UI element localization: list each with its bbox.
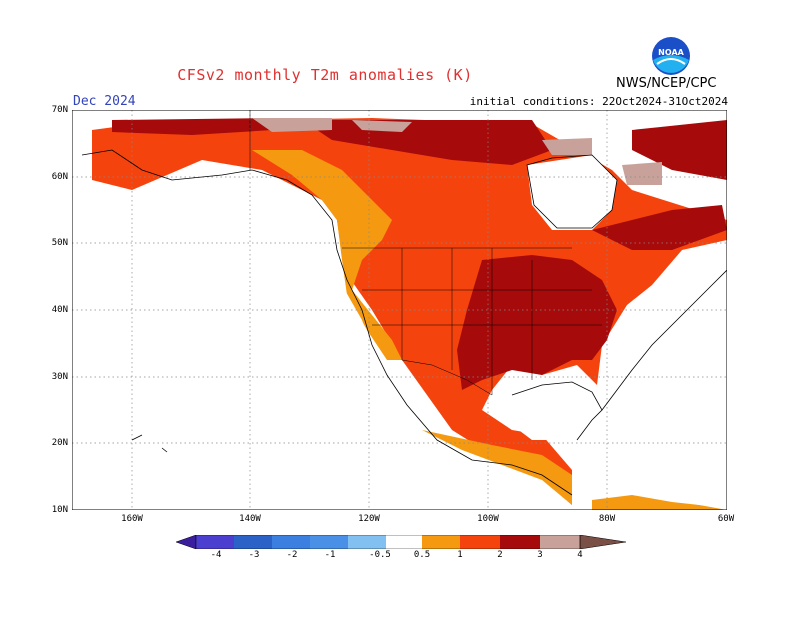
lat-label: 30N bbox=[51, 372, 68, 382]
anomaly-fill bbox=[72, 118, 727, 510]
colorbar-label: 0.5 bbox=[413, 550, 431, 560]
lat-label: 10N bbox=[51, 505, 68, 515]
lat-label: 50N bbox=[51, 238, 68, 248]
lat-label: 70N bbox=[51, 105, 68, 115]
colorbar-label: -3 bbox=[248, 550, 260, 560]
lat-label: 60N bbox=[51, 172, 68, 182]
colorbar-label: -1 bbox=[324, 550, 336, 560]
colorbar-label: 2 bbox=[497, 550, 503, 560]
initial-conditions: initial conditions: 22Oct2024-31Oct2024 bbox=[469, 95, 728, 108]
lat-label: 20N bbox=[51, 438, 68, 448]
colorbar-label: 1 bbox=[457, 550, 463, 560]
lat-label: 40N bbox=[51, 305, 68, 315]
noaa-logo-text: NOAA bbox=[658, 48, 684, 57]
lon-label: 140W bbox=[239, 514, 261, 524]
colorbar-label: -2 bbox=[286, 550, 298, 560]
map-title: CFSv2 monthly T2m anomalies (K) bbox=[177, 66, 473, 84]
noaa-logo: NOAA bbox=[652, 37, 690, 75]
anomaly-map bbox=[72, 110, 727, 510]
gridlines bbox=[72, 110, 727, 510]
colorbar-label: 3 bbox=[537, 550, 543, 560]
forecast-month: Dec 2024 bbox=[73, 94, 136, 109]
colorbar-label: -0.5 bbox=[369, 550, 391, 560]
coastlines bbox=[81, 149, 727, 496]
agency-label: NWS/NCEP/CPC bbox=[616, 76, 717, 91]
lon-label: 80W bbox=[598, 514, 616, 524]
colorbar bbox=[176, 535, 626, 549]
lon-label: 100W bbox=[477, 514, 499, 524]
political-borders bbox=[249, 110, 602, 396]
colorbar-label: 4 bbox=[577, 550, 583, 560]
lon-label: 160W bbox=[121, 514, 143, 524]
lon-label: 60W bbox=[717, 514, 735, 524]
lon-label: 120W bbox=[358, 514, 380, 524]
colorbar-label: -4 bbox=[210, 550, 222, 560]
